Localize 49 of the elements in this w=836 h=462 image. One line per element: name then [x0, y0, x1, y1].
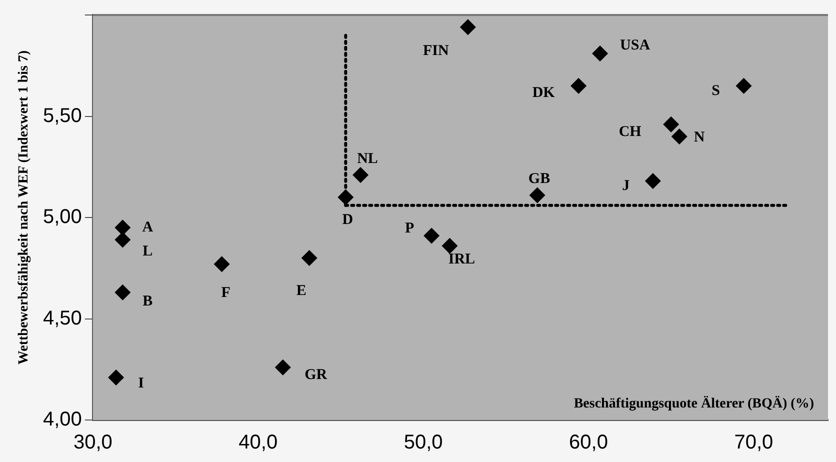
annotation: CH — [618, 124, 642, 140]
point — [274, 359, 291, 376]
x-tick-label: 70,0 — [734, 432, 774, 454]
point — [671, 128, 688, 144]
point — [460, 19, 476, 36]
annotation: USA — [620, 37, 650, 54]
point — [214, 256, 230, 272]
y-tick-label: 4,50 — [42, 307, 82, 330]
x-axis-title: Beschäftigungsquote Älterer (BQÄ) (%) — [574, 396, 814, 412]
x-tick-label: 60,0 — [569, 432, 608, 454]
point — [114, 232, 131, 248]
annotation: IRL — [448, 252, 476, 268]
annotation: DK — [532, 84, 556, 101]
point — [736, 78, 752, 94]
annotation: J — [622, 178, 630, 194]
y-tick-label: 4,00 — [42, 408, 82, 431]
point — [424, 228, 440, 244]
annotation: S — [712, 82, 720, 99]
annotation: P — [404, 220, 414, 237]
annotation: F — [221, 284, 230, 301]
annotation: I — [138, 375, 144, 392]
point — [529, 187, 546, 204]
point — [114, 284, 131, 300]
annotation: GB — [528, 171, 550, 188]
point — [592, 45, 608, 62]
annotation: L — [142, 244, 153, 260]
annotation: GR — [304, 367, 328, 384]
x-tick-label: 40,0 — [238, 432, 278, 454]
point — [442, 238, 458, 254]
annotation: E — [296, 282, 306, 299]
annotation: FIN — [422, 43, 449, 60]
point — [114, 220, 131, 236]
x-tick-label: 50,0 — [404, 432, 443, 454]
point — [663, 116, 680, 132]
annotation: A — [142, 220, 154, 236]
annotation: N — [694, 129, 705, 146]
y-tick-label: 5,00 — [42, 206, 82, 228]
y-tick-label: 5,50 — [42, 104, 82, 127]
point — [108, 369, 124, 386]
point — [644, 173, 661, 190]
annotation: D — [342, 212, 354, 228]
y-axis-title: Wettbewerbsfähigkeit nach WEF (Indexwert 1 bis 7) — [16, 50, 32, 365]
point — [570, 78, 587, 94]
annotation: NL — [357, 150, 378, 167]
point — [301, 250, 318, 266]
annotation: B — [142, 293, 153, 310]
point — [338, 189, 354, 206]
point — [352, 166, 369, 183]
x-tick-label: 30,0 — [73, 432, 112, 454]
